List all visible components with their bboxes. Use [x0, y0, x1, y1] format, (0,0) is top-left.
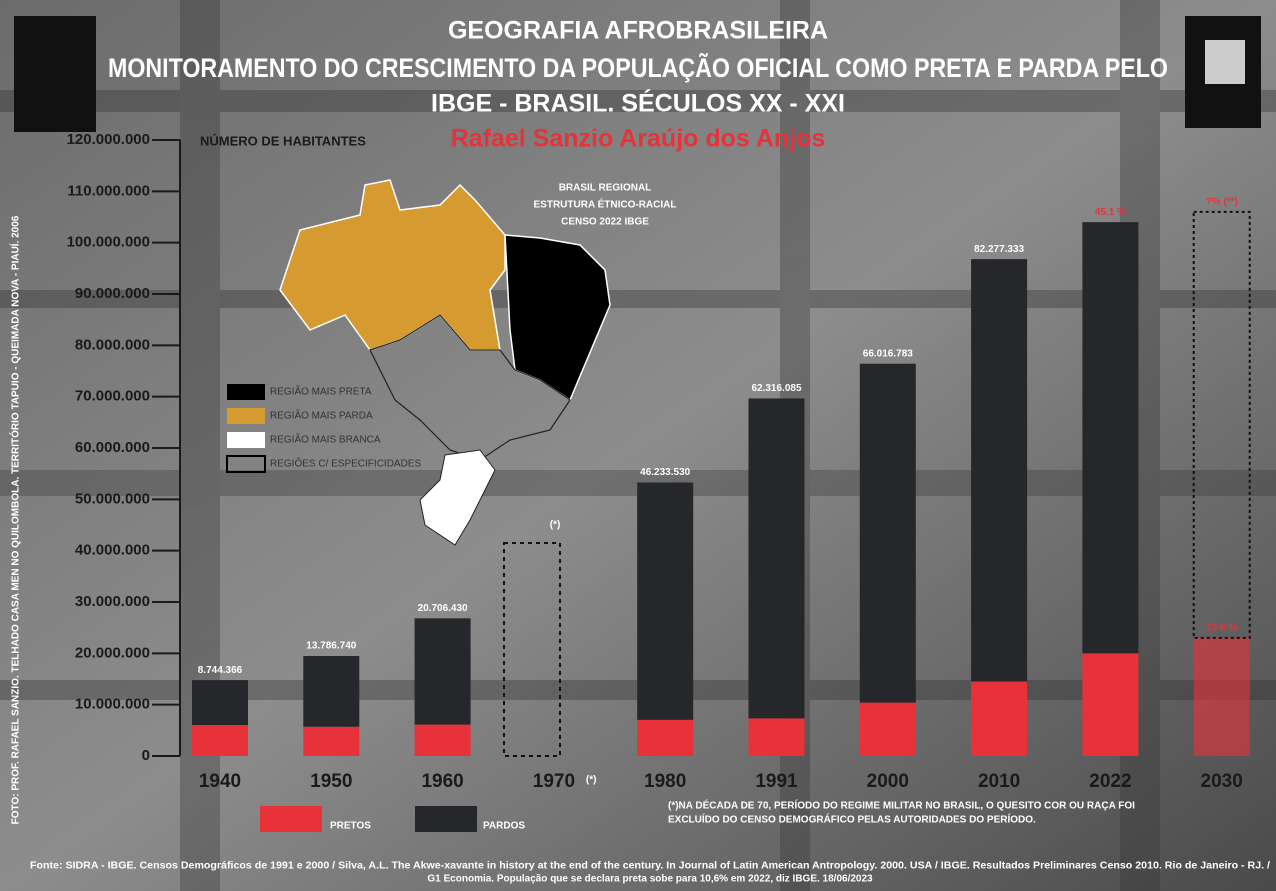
- bar-segment: [971, 259, 1027, 681]
- x-tick-label: 1950: [310, 771, 352, 792]
- footnote: EXCLUÍDO DO CENSO DEMOGRÁFICO PELAS AUTO…: [668, 813, 1036, 826]
- map-legend-swatch: [227, 384, 265, 400]
- map-title: ESTRUTURA ÉTNICO-RACIAL: [534, 198, 677, 211]
- map-title: BRASIL REGIONAL: [559, 183, 652, 194]
- bar-segment: [749, 718, 805, 756]
- bar-segment: [860, 364, 916, 703]
- value-label: ?% (**): [1206, 197, 1238, 208]
- bar-segment: [303, 656, 359, 727]
- value-label: 13.786.740: [306, 641, 356, 652]
- legend-swatch: [260, 806, 322, 832]
- y-tick-label: 80.000.000: [75, 336, 150, 353]
- book-cover-left: [14, 16, 96, 132]
- photo-credit: FOTO: PROF. RAFAEL SANZIO. TELHADO CASA …: [9, 215, 22, 824]
- author: Rafael Sanzio Araújo dos Anjos: [451, 125, 826, 153]
- x-tick-label: 2022: [1089, 771, 1131, 792]
- legend-label: PRETOS: [330, 821, 371, 832]
- bar-segment: [303, 727, 359, 756]
- x-tick-label: 1991: [755, 771, 798, 792]
- x-tick-label: 2030: [1201, 771, 1243, 792]
- value-label: 46.233.530: [640, 467, 690, 478]
- y-tick-label: 110.000.000: [67, 182, 150, 199]
- value-label: 8.744.366: [198, 665, 243, 676]
- bar-segment: [1082, 653, 1138, 756]
- value-label: 10.6 %: [1206, 623, 1237, 634]
- source: Fonte: SIDRA - IBGE. Censos Demográficos…: [30, 861, 1270, 872]
- map-legend-label: REGIÕES C/ ESPECIFICIDADES: [270, 457, 421, 470]
- bar-segment: [1194, 638, 1250, 756]
- y-tick-label: 60.000.000: [75, 439, 150, 456]
- value-label: 82.277.333: [974, 244, 1024, 255]
- x-tick-label: 1980: [644, 771, 686, 792]
- x-tick-label: 2010: [978, 771, 1020, 792]
- y-tick-label: 50.000.000: [75, 490, 150, 507]
- legend-swatch: [415, 806, 477, 832]
- map-legend-label: REGIÃO MAIS BRANCA: [270, 433, 381, 446]
- bar-segment: [415, 725, 471, 756]
- x-tick-label: 1970: [533, 771, 575, 792]
- footnote: (*)NA DÉCADA DE 70, PERÍODO DO REGIME MI…: [668, 799, 1135, 812]
- x-tick-label: 1940: [199, 771, 241, 792]
- bar-segment: [192, 725, 248, 756]
- x-tick-label: 2000: [867, 771, 909, 792]
- bar-segment: [1082, 222, 1138, 653]
- map-title: CENSO 2022 IBGE: [561, 217, 649, 228]
- book-cover-image: [1205, 40, 1245, 84]
- value-label: 62.316.085: [751, 383, 801, 394]
- legend-label: PARDOS: [483, 821, 525, 832]
- y-tick-label: 30.000.000: [75, 593, 150, 610]
- map-legend-swatch: [227, 408, 265, 424]
- bar-segment: [415, 618, 471, 724]
- value-label: 45.1 %: [1095, 207, 1126, 218]
- bar-segment: [860, 703, 916, 756]
- bar-segment: [637, 482, 693, 719]
- bar-segment: [971, 681, 1027, 756]
- map-legend-swatch: [227, 432, 265, 448]
- y-tick-label: 100.000.000: [67, 234, 150, 251]
- chart-title: GEOGRAFIA AFROBRASILEIRA: [448, 17, 828, 45]
- bar-segment: [749, 398, 805, 718]
- chart-subtitle: IBGE - BRASIL. SÉCULOS XX - XXI: [431, 89, 845, 118]
- bar-segment: [192, 680, 248, 725]
- y-axis-label: NÚMERO DE HABITANTES: [200, 133, 366, 148]
- source: G1 Economia. População que se declara pr…: [427, 874, 873, 885]
- y-tick-label: 120.000.000: [67, 131, 150, 148]
- value-label: 66.016.783: [863, 348, 913, 359]
- annotation: (*): [550, 520, 561, 531]
- bar-segment: [637, 720, 693, 756]
- x-tick-note: (*): [586, 775, 597, 786]
- y-tick-label: 90.000.000: [75, 285, 150, 302]
- chart: GEOGRAFIA AFROBRASILEIRA MONITORAMENTO D…: [0, 0, 1276, 891]
- value-label: 20.706.430: [418, 603, 468, 614]
- y-tick-label: 40.000.000: [75, 542, 150, 559]
- chart-subtitle: MONITORAMENTO DO CRESCIMENTO DA POPULAÇÃ…: [108, 52, 1168, 83]
- map-legend-label: REGIÃO MAIS PARDA: [270, 409, 373, 422]
- map-legend-label: REGIÃO MAIS PRETA: [270, 385, 372, 398]
- y-tick-label: 70.000.000: [75, 388, 150, 405]
- x-tick-label: 1960: [421, 771, 463, 792]
- y-tick-label: 20.000.000: [75, 644, 150, 661]
- y-tick-label: 10.000.000: [75, 696, 150, 713]
- y-tick-label: 0: [142, 747, 150, 764]
